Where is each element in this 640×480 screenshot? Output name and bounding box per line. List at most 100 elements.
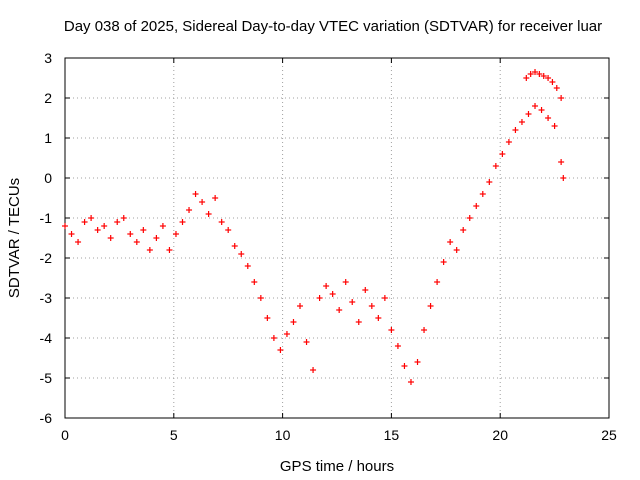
data-point [199, 199, 206, 205]
data-point [179, 219, 186, 225]
y-axis-label: SDTVAR / TECUs [6, 178, 23, 298]
data-point [310, 367, 317, 373]
data-point [212, 195, 219, 201]
data-point [427, 303, 434, 309]
data-point [140, 227, 147, 233]
data-point [251, 279, 258, 285]
y-tick-label: -6 [40, 410, 53, 426]
chart-title: Day 038 of 2025, Sidereal Day-to-day VTE… [64, 18, 602, 35]
data-point [303, 339, 310, 345]
data-point [297, 303, 304, 309]
data-point [205, 211, 212, 217]
data-point [375, 315, 382, 321]
data-point [290, 319, 297, 325]
data-point [518, 119, 525, 125]
data-point [277, 347, 284, 353]
data-point [421, 327, 428, 333]
data-point [75, 239, 82, 245]
data-point [323, 283, 330, 289]
data-point [127, 231, 134, 237]
data-point [492, 163, 499, 169]
data-point [558, 159, 565, 165]
data-point [244, 263, 251, 269]
data-point [560, 175, 567, 181]
data-point [394, 343, 401, 349]
x-tick-label: 10 [275, 427, 291, 443]
data-point [218, 219, 225, 225]
data-point [88, 215, 95, 221]
data-point [540, 73, 547, 79]
data-point [486, 179, 493, 185]
data-point [342, 279, 349, 285]
data-point [447, 239, 454, 245]
data-point [479, 191, 486, 197]
data-point [186, 207, 193, 213]
x-tick-label: 15 [384, 427, 400, 443]
data-point [414, 359, 421, 365]
data-point [94, 227, 101, 233]
y-tick-label: -4 [40, 330, 53, 346]
data-point [270, 335, 277, 341]
data-point [368, 303, 375, 309]
data-point [499, 151, 506, 157]
data-point [553, 85, 560, 91]
y-tick-label: 3 [44, 50, 52, 66]
data-point [440, 259, 447, 265]
data-point [532, 69, 539, 75]
data-point [545, 75, 552, 81]
data-point [153, 235, 160, 241]
data-point [401, 363, 408, 369]
data-point [538, 107, 545, 113]
data-point [453, 247, 460, 253]
data-point [81, 219, 88, 225]
data-point [114, 219, 121, 225]
y-tick-label: -2 [40, 250, 53, 266]
data-point [68, 231, 75, 237]
data-point [434, 279, 441, 285]
data-point [231, 243, 238, 249]
y-tick-label: -1 [40, 210, 53, 226]
data-point [225, 227, 232, 233]
data-point [381, 295, 388, 301]
x-tick-label: 25 [601, 427, 617, 443]
data-point [505, 139, 512, 145]
data-point [264, 315, 271, 321]
data-point [532, 103, 539, 109]
data-point [172, 231, 179, 237]
grid [65, 58, 609, 418]
data-point [466, 215, 473, 221]
y-tick-label: -3 [40, 290, 53, 306]
data-point [101, 223, 108, 229]
y-tick-label: 0 [44, 170, 52, 186]
plot-frame [64, 57, 610, 419]
data-point [473, 203, 480, 209]
data-point [159, 223, 166, 229]
data-point [336, 307, 343, 313]
x-tick-label: 20 [492, 427, 508, 443]
data-point [146, 247, 153, 253]
data-point [512, 127, 519, 133]
data-point [527, 71, 534, 77]
data-point [407, 379, 414, 385]
data-point [536, 71, 543, 77]
data-point [257, 295, 264, 301]
data-point [133, 239, 140, 245]
x-axis-label: GPS time / hours [280, 458, 394, 475]
y-tick-label: 1 [44, 130, 52, 146]
data-point [192, 191, 199, 197]
data-point [355, 319, 362, 325]
data-point [316, 295, 323, 301]
data-point [460, 227, 467, 233]
data-point [523, 75, 530, 81]
data-point [166, 247, 173, 253]
data-point [525, 111, 532, 117]
data-points [62, 69, 567, 385]
data-point [349, 299, 356, 305]
data-point [329, 291, 336, 297]
data-point [120, 215, 127, 221]
data-point [549, 79, 556, 85]
data-point [388, 327, 395, 333]
data-point [62, 223, 68, 229]
data-point [545, 115, 552, 121]
